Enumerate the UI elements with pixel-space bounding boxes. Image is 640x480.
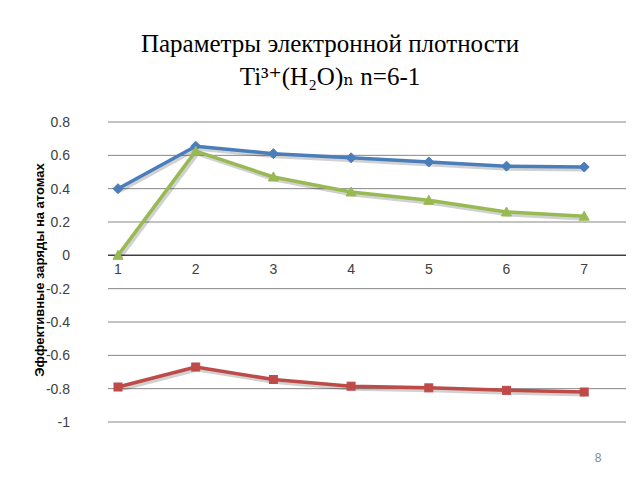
grid-line — [108, 188, 626, 189]
y-tick-label: -0.6 — [46, 347, 70, 363]
grid-line — [108, 322, 626, 323]
y-tick-label: 0.4 — [51, 181, 71, 197]
marker — [503, 386, 511, 394]
grid-line — [108, 422, 626, 423]
marker — [425, 384, 433, 392]
marker — [191, 146, 201, 155]
marker — [502, 161, 512, 171]
grid-line — [108, 222, 626, 223]
x-tick-label: 1 — [114, 261, 122, 277]
marker — [424, 195, 434, 204]
marker — [346, 153, 356, 163]
x-tick-label: 4 — [347, 261, 355, 277]
y-tick-label: -0.2 — [46, 281, 70, 297]
marker — [268, 172, 278, 181]
marker — [113, 250, 123, 259]
y-tick-label: 0 — [62, 247, 70, 263]
y-tick-label: 0.6 — [51, 147, 71, 163]
line-shadow — [120, 148, 586, 191]
title: Параметры электронной плотностиTi³⁺(H₂O)… — [141, 30, 519, 91]
marker — [114, 383, 122, 391]
marker — [424, 157, 434, 167]
grid-line — [108, 288, 626, 289]
marker — [347, 382, 355, 390]
x-tick-label: 3 — [270, 261, 278, 277]
y-tick-label: 0.8 — [51, 114, 71, 130]
x-tick-label: 7 — [580, 261, 588, 277]
grid-line — [108, 122, 626, 123]
annotation: 8 — [595, 451, 602, 465]
marker — [579, 162, 589, 172]
marker — [502, 207, 512, 216]
marker — [268, 149, 278, 159]
y-tick-label: -1 — [58, 414, 71, 430]
marker — [192, 363, 200, 371]
y-tick-label: -0.4 — [46, 314, 70, 330]
grid-line — [108, 255, 626, 257]
marker — [113, 184, 123, 194]
grid-line — [108, 355, 626, 356]
series-line — [118, 367, 584, 392]
x-tick-label: 6 — [503, 261, 511, 277]
x-tick-label: 2 — [192, 261, 200, 277]
marker — [580, 388, 588, 396]
y-tick-label: 0.2 — [51, 214, 71, 230]
chart: Параметры электронной плотностиTi³⁺(H₂O)… — [0, 0, 640, 480]
y-tick-label: -0.8 — [46, 381, 70, 397]
line-shadow — [120, 153, 586, 257]
marker — [579, 211, 589, 220]
plot-area — [113, 141, 589, 396]
y-axis-label: Эффективные заряды на атомах — [32, 163, 47, 377]
marker — [269, 376, 277, 384]
series-line — [118, 151, 584, 255]
x-tick-label: 5 — [425, 261, 433, 277]
marker — [346, 187, 356, 196]
